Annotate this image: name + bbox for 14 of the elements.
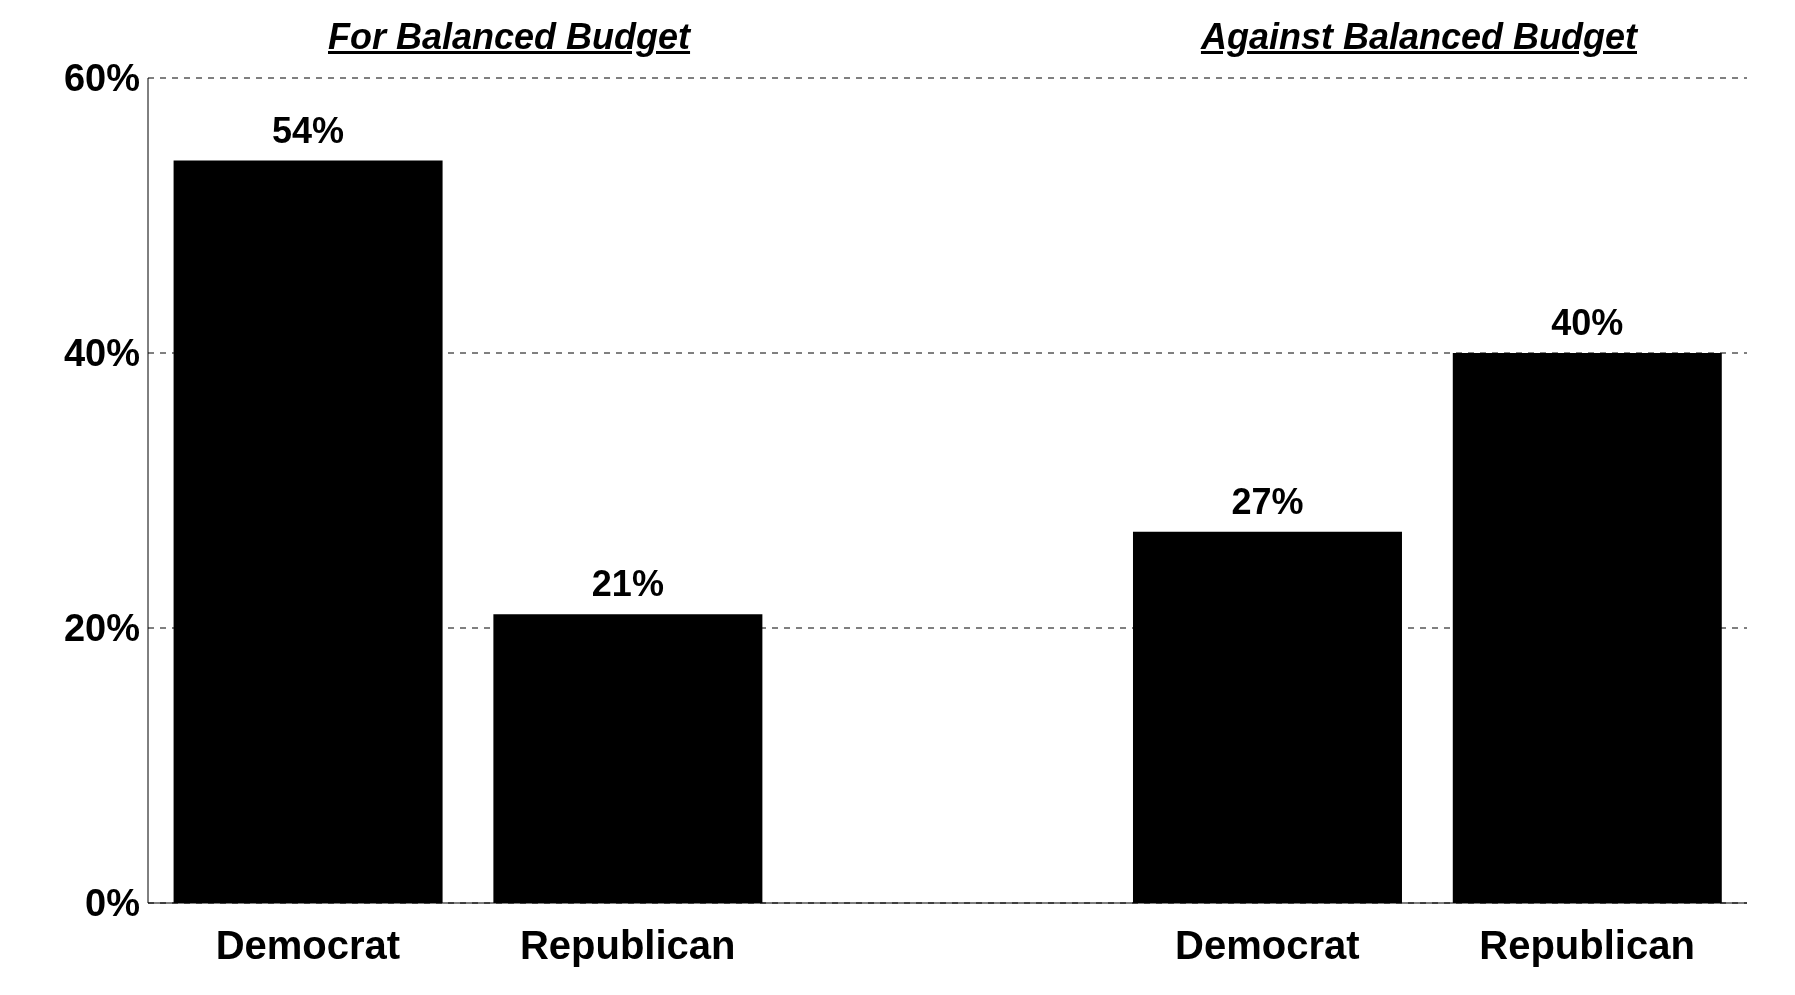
data-label: 54%	[272, 109, 345, 151]
y-tick-label: 20%	[63, 607, 140, 650]
text: Against Balanced Budget	[1199, 16, 1639, 58]
x-tick-label: Democrat	[1175, 923, 1360, 968]
y-tick-label: 60%	[63, 57, 140, 100]
text: For Balanced Budget	[327, 16, 692, 58]
x-tick-label: Democrat	[215, 923, 401, 968]
data-label: 21%	[591, 563, 664, 605]
y-tick-label: 40%	[63, 332, 140, 375]
y-tick-label: 0%	[85, 882, 140, 925]
x-tick-label: Republican	[519, 923, 736, 968]
x-tick-label: Republican	[1479, 923, 1695, 968]
data-label: 40%	[1551, 302, 1624, 343]
data-label: 27%	[1231, 480, 1304, 522]
